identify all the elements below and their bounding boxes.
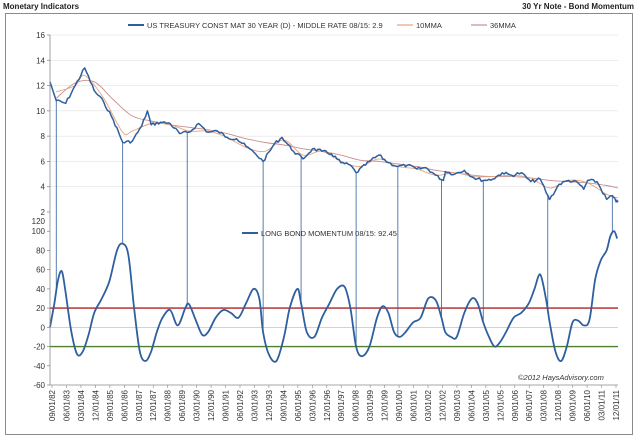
x-tick-label: 03/01/87 xyxy=(135,389,144,421)
x-tick-label: 12/01/87 xyxy=(149,389,158,421)
bottom-y-tick-label: -20 xyxy=(33,343,45,352)
x-tick-label: 03/01/93 xyxy=(250,389,259,421)
x-tick-label: 03/01/02 xyxy=(424,389,433,421)
x-tick-label: 06/01/10 xyxy=(583,389,592,421)
bottom-y-tick-label: 100 xyxy=(32,227,46,236)
x-tick-label: 06/01/01 xyxy=(410,389,419,421)
x-tick-label: 09/01/82 xyxy=(48,389,57,421)
chart-right-title: 30 Yr Note - Bond Momentum xyxy=(522,2,634,11)
bottom-y-tick-label: 60 xyxy=(36,266,45,275)
x-tick-label: 09/01/06 xyxy=(511,389,520,421)
top-y-tick-label: 12 xyxy=(36,82,45,91)
legend-layer: US TREASURY CONST MAT 30 YEAR (D) - MIDD… xyxy=(128,21,516,238)
ma36-series-line xyxy=(56,79,619,189)
x-tick-label: 06/01/89 xyxy=(178,389,187,421)
x-tick-label: 06/01/98 xyxy=(352,389,361,421)
series-layer xyxy=(49,67,619,363)
bottom-y-tick-label: -40 xyxy=(33,362,45,371)
x-tick-label: 03/01/99 xyxy=(366,389,375,421)
top-y-tick-label: 6 xyxy=(41,157,46,166)
x-tick-label: 06/01/95 xyxy=(294,389,303,421)
x-tick-label: 12/01/11 xyxy=(612,389,621,420)
x-tick-label: 06/01/86 xyxy=(120,389,129,421)
x-tick-label: 03/01/96 xyxy=(308,389,317,421)
x-tick-label: 09/01/85 xyxy=(106,389,115,421)
x-tick-label: 03/01/08 xyxy=(540,389,549,421)
bottom-y-tick-label: 80 xyxy=(36,246,45,255)
chart-frame xyxy=(5,13,633,435)
connector-lines xyxy=(55,100,613,347)
x-tick-label: 12/01/90 xyxy=(207,389,216,421)
momentum-series-line xyxy=(49,230,618,363)
x-tick-label: 09/01/00 xyxy=(395,389,404,421)
bottom-y-tick-label: 40 xyxy=(36,285,45,294)
treasury-rate-series-line xyxy=(49,67,619,203)
x-tick-label: 06/01/07 xyxy=(525,389,534,421)
grid-layer xyxy=(50,34,618,328)
x-tick-label: 12/01/99 xyxy=(381,389,390,421)
x-tick-label: 03/01/90 xyxy=(193,389,202,421)
top-y-tick-label: 14 xyxy=(36,56,45,65)
bottom-y-tick-label: -60 xyxy=(33,381,45,390)
top-y-tick-label: 2 xyxy=(41,208,46,217)
x-tick-label: 06/01/83 xyxy=(62,389,71,421)
ma10-series-line xyxy=(56,74,619,199)
x-tick-label: 03/01/05 xyxy=(482,389,491,421)
top-y-tick-label: 4 xyxy=(41,183,46,192)
legend-item-momentum-label: LONG BOND MOMENTUM 08/15: 92.45 xyxy=(261,229,397,238)
x-tick-label: 12/01/93 xyxy=(265,389,274,421)
threshold-lines xyxy=(50,307,618,348)
x-tick-label: 12/01/02 xyxy=(438,389,447,421)
x-tick-label: 06/01/92 xyxy=(236,389,245,421)
bottom-y-tick-label: 20 xyxy=(36,304,45,313)
top-y-tick-label: 8 xyxy=(41,132,46,141)
bottom-y-tick-label: 0 xyxy=(41,323,46,332)
x-tick-label: 09/01/03 xyxy=(453,389,462,421)
x-tick-label: 06/01/04 xyxy=(467,389,476,421)
x-tick-label: 09/01/97 xyxy=(337,389,346,421)
copyright-note: ©2012 HaysAdvisory.com xyxy=(518,373,604,382)
x-tick-label: 09/01/09 xyxy=(569,389,578,421)
x-tick-label: 09/01/91 xyxy=(222,389,231,421)
x-tick-label: 03/01/84 xyxy=(77,389,86,421)
x-tick-label: 12/01/84 xyxy=(91,389,100,421)
legend-item-10mma-label: 10MMA xyxy=(416,21,442,30)
legend-item-treasury-rate-label: US TREASURY CONST MAT 30 YEAR (D) - MIDD… xyxy=(147,21,383,30)
x-tick-label: 03/01/11 xyxy=(598,389,607,420)
bottom-y-tick-label: 120 xyxy=(32,217,46,226)
x-tick-label: 09/01/88 xyxy=(164,389,173,421)
legend-item-36mma-label: 36MMA xyxy=(490,21,516,30)
top-y-tick-label: 10 xyxy=(36,107,45,116)
top-y-tick-label: 16 xyxy=(36,31,45,40)
x-tick-label: 12/01/05 xyxy=(496,389,505,421)
x-tick-label: 09/01/94 xyxy=(279,389,288,421)
chart-left-title: Monetary Indicators xyxy=(3,2,80,11)
x-tick-label: 12/01/08 xyxy=(554,389,563,421)
x-tick-label: 12/01/96 xyxy=(323,389,332,421)
